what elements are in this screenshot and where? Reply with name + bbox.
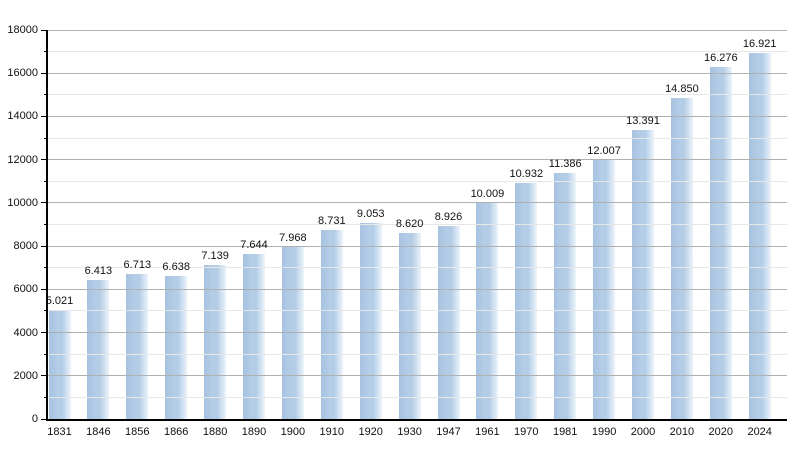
bar-value-label-2000: 13.391 — [626, 114, 660, 127]
bar-1831 — [48, 310, 71, 419]
bar-2024 — [748, 53, 771, 419]
y-axis-label-10000: 10000 — [7, 196, 38, 209]
x-tick-label-1920: 1920 — [358, 426, 383, 438]
bar-2010 — [670, 98, 693, 419]
y-axis-label-14000: 14000 — [7, 110, 38, 123]
bar-value-label-1831: 5.021 — [45, 295, 74, 308]
gridline-9000 — [48, 224, 787, 225]
x-tick-label-2000: 2000 — [630, 426, 656, 438]
bar-value-label-1990: 12.007 — [587, 144, 621, 157]
y-tick-14000 — [41, 115, 48, 117]
y-tick-18000 — [41, 29, 48, 31]
bar-1890 — [243, 253, 265, 419]
bar-value-label-1947: 8.926 — [434, 211, 463, 224]
gridline-8000 — [48, 245, 787, 247]
bar-1981 — [554, 172, 577, 419]
bar-value-label-1890: 7.644 — [240, 238, 268, 251]
bar-value-label-1981: 11.386 — [548, 157, 582, 170]
y-axis-label-16000: 16000 — [7, 67, 38, 80]
y-axis-label-8000: 8000 — [13, 240, 38, 253]
x-tick-label-1846: 1846 — [86, 426, 111, 438]
gridline-2000 — [48, 375, 787, 377]
gridline-3000 — [48, 353, 787, 355]
gridline-12000 — [48, 159, 787, 161]
y-axis-label-4000: 4000 — [13, 326, 38, 339]
gridline-11000 — [48, 180, 787, 182]
x-tick-label-1947: 1947 — [436, 426, 461, 438]
x-axis-line — [46, 419, 787, 421]
gridline-6000 — [48, 288, 787, 290]
gridline-5000 — [48, 310, 787, 312]
bar-1920 — [359, 223, 382, 419]
y-tick-10000 — [41, 202, 48, 204]
y-tick-8000 — [41, 245, 48, 247]
x-tick-label-1900: 1900 — [280, 426, 306, 438]
gridline-18000 — [48, 29, 787, 31]
bar-value-label-2020: 16.276 — [703, 52, 738, 65]
x-tick-label-1981: 1981 — [552, 426, 578, 438]
bar-1880 — [204, 264, 227, 419]
x-tick-label-1880: 1880 — [202, 426, 228, 438]
gridline-4000 — [48, 332, 787, 334]
bar-1856 — [126, 273, 149, 419]
x-tick-label-2024: 2024 — [747, 426, 772, 438]
y-tick-0 — [41, 418, 48, 420]
y-axis-label-12000: 12000 — [7, 153, 38, 166]
bar-value-label-1910: 8.731 — [318, 215, 346, 228]
y-axis-label-18000: 18000 — [7, 24, 38, 36]
bar-value-label-1970: 10.932 — [509, 167, 544, 180]
x-tick-label-1856: 1856 — [125, 426, 150, 438]
y-tick-4000 — [41, 332, 48, 334]
y-tick-2000 — [41, 375, 48, 377]
gridline-15000 — [48, 94, 787, 96]
bar-value-label-1880: 7.139 — [201, 249, 229, 262]
gridline-16000 — [48, 72, 787, 74]
bar-value-label-1920: 9.053 — [356, 208, 385, 221]
y-tick-6000 — [41, 288, 48, 290]
gridline-14000 — [48, 115, 787, 117]
bar-1930 — [398, 232, 421, 419]
x-tick-label-1930: 1930 — [397, 426, 422, 438]
x-tick-label-2010: 2010 — [669, 426, 695, 438]
bar-2020 — [709, 67, 732, 419]
x-tick-label-1910: 1910 — [319, 426, 345, 438]
gridline-7000 — [48, 267, 787, 269]
y-tick-12000 — [41, 159, 48, 161]
bar-value-label-1866: 6.638 — [162, 260, 190, 273]
bar-value-label-1846: 6.413 — [84, 265, 113, 278]
bar-1947 — [437, 226, 460, 419]
x-tick-label-2020: 2020 — [708, 426, 734, 438]
gridline-13000 — [48, 137, 787, 139]
bar-value-label-1856: 6.713 — [123, 258, 152, 271]
bar-value-label-1900: 7.968 — [279, 231, 307, 244]
x-tick-label-1961: 1961 — [475, 426, 500, 438]
y-axis-label-2000: 2000 — [13, 369, 38, 382]
gridline-1000 — [48, 396, 787, 398]
gridline-17000 — [48, 51, 787, 53]
bar-value-label-1961: 10.009 — [470, 187, 505, 200]
bar-value-label-2024: 16.921 — [742, 38, 777, 51]
bar-1846 — [87, 280, 110, 419]
x-tick-label-1866: 1866 — [163, 426, 189, 438]
bar-1970 — [515, 182, 538, 419]
bar-1910 — [320, 230, 343, 419]
x-tick-label-1970: 1970 — [514, 426, 539, 438]
x-tick-label-1890: 1890 — [241, 426, 267, 438]
bar-value-label-1930: 8.620 — [395, 217, 424, 230]
gridline-10000 — [48, 202, 787, 204]
y-axis-line — [46, 30, 48, 421]
bar-2000 — [632, 129, 654, 419]
x-tick-label-1831: 1831 — [47, 426, 72, 438]
y-axis-label-0: 0 — [31, 413, 38, 425]
x-tick-label-1990: 1990 — [591, 426, 617, 438]
bar-value-label-2010: 14.850 — [665, 83, 699, 96]
y-axis-label-6000: 6000 — [13, 283, 38, 296]
y-tick-16000 — [41, 72, 48, 74]
